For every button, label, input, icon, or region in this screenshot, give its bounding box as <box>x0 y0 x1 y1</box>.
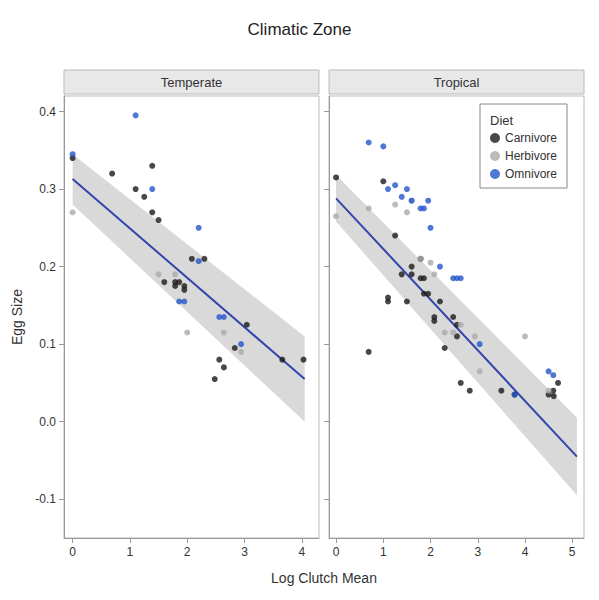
svg-text:3: 3 <box>241 545 248 559</box>
svg-text:0.4: 0.4 <box>39 105 56 119</box>
svg-text:0.2: 0.2 <box>39 260 56 274</box>
svg-text:0: 0 <box>69 545 76 559</box>
svg-text:4: 4 <box>298 545 305 559</box>
svg-text:-0.1: -0.1 <box>35 492 56 506</box>
svg-text:Log Clutch Mean: Log Clutch Mean <box>271 570 377 586</box>
svg-text:1: 1 <box>127 545 134 559</box>
svg-text:0.0: 0.0 <box>39 415 56 429</box>
svg-text:0: 0 <box>333 545 340 559</box>
svg-text:Tropical: Tropical <box>434 75 480 90</box>
svg-text:3: 3 <box>474 545 481 559</box>
svg-text:0.1: 0.1 <box>39 337 56 351</box>
svg-text:4: 4 <box>522 545 529 559</box>
svg-text:Temperate: Temperate <box>161 75 222 90</box>
svg-text:Climatic Zone: Climatic Zone <box>248 20 352 39</box>
svg-text:0.3: 0.3 <box>39 182 56 196</box>
svg-text:2: 2 <box>184 545 191 559</box>
svg-text:Herbivore: Herbivore <box>505 149 557 163</box>
svg-text:2: 2 <box>427 545 434 559</box>
svg-text:Carnivore: Carnivore <box>505 131 557 145</box>
svg-text:5: 5 <box>569 545 576 559</box>
svg-text:Egg Size: Egg Size <box>9 289 25 345</box>
svg-text:Diet: Diet <box>490 113 514 128</box>
svg-text:1: 1 <box>380 545 387 559</box>
svg-text:Omnivore: Omnivore <box>505 167 557 181</box>
